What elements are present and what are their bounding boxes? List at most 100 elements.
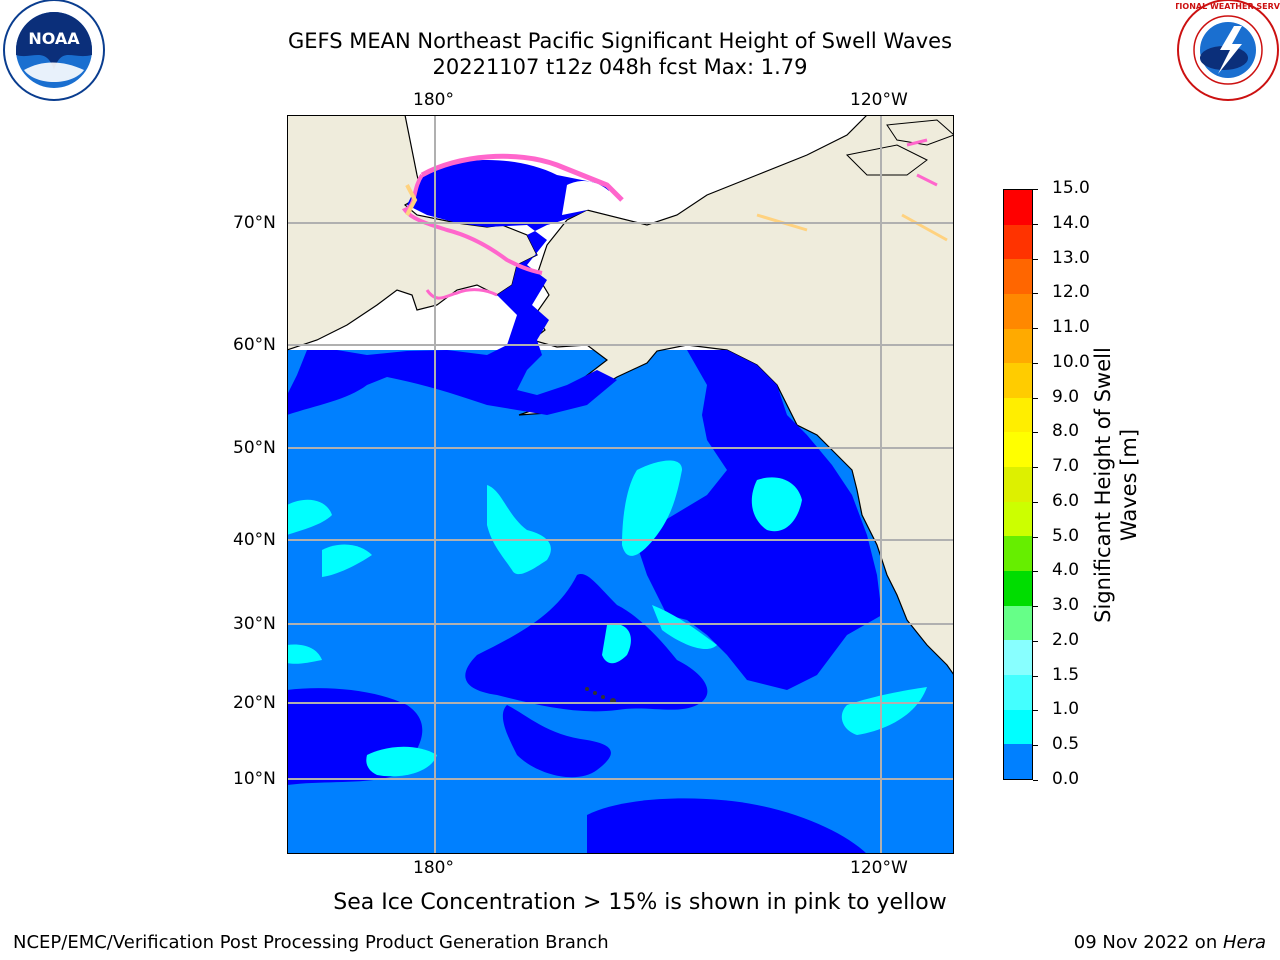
- sea-ice-caption: Sea Ice Concentration > 15% is shown in …: [333, 890, 947, 915]
- colorbar-tick: [1033, 710, 1038, 712]
- colorbar-tick-label: 14.0: [1052, 212, 1090, 233]
- ocean-swell-patch-4: [287, 499, 332, 535]
- colorbar-tick-label: 5.0: [1052, 525, 1080, 546]
- colorbar-segment: [1004, 467, 1032, 502]
- colorbar-segment: [1004, 190, 1032, 225]
- lon-label-bottom-120w: 120°W: [850, 858, 908, 878]
- colorbar-tick: [1033, 362, 1038, 364]
- colorbar-segment: [1004, 328, 1032, 364]
- ocean-shallow-south: [587, 798, 867, 854]
- land-island-2: [886, 119, 954, 146]
- ice-edge-yellow: [405, 184, 418, 216]
- lat-label-60n: 60°N: [233, 335, 276, 355]
- ocean-swell-patch-10: [287, 644, 322, 664]
- colorbar-title-line-2: Waves [m]: [1117, 428, 1141, 542]
- colorbar-tick-label: 8.0: [1052, 421, 1080, 442]
- colorbar-tick-label: 2.0: [1052, 629, 1080, 650]
- colorbar-segment: [1004, 501, 1032, 537]
- lat-label-70n: 70°N: [233, 213, 276, 233]
- colorbar: [1003, 189, 1033, 780]
- colorbar-segment: [1004, 536, 1032, 572]
- colorbar-tick: [1033, 293, 1038, 295]
- colorbar-segment: [1004, 363, 1032, 398]
- lon-label-top-120w: 120°W: [850, 90, 908, 110]
- ocean-swell-patch-2: [751, 477, 802, 532]
- colorbar-tick: [1033, 501, 1038, 503]
- map-panel: [287, 115, 954, 854]
- land-island-1: [845, 144, 928, 176]
- colorbar-tick: [1033, 571, 1038, 573]
- title-line-2: 20221107 t12z 048h fcst Max: 1.79: [432, 55, 808, 79]
- footer-right: 09 Nov 2022 on Hera: [1074, 932, 1266, 953]
- colorbar-tick: [1033, 189, 1038, 190]
- colorbar-segment: [1004, 744, 1032, 779]
- ocean-swell-patch-9: [366, 746, 437, 777]
- colorbar-tick-label: 7.0: [1052, 456, 1080, 477]
- lat-label-40n: 40°N: [233, 530, 276, 550]
- ocean-swell-patch-5: [322, 544, 372, 577]
- nws-logo: NATIONAL WEATHER SERVICE: [1162, 0, 1280, 104]
- footer-host: Hera: [1222, 932, 1266, 953]
- colorbar-tick: [1033, 745, 1038, 747]
- colorbar-segment: [1004, 259, 1032, 294]
- colorbar-segment: [1004, 571, 1032, 606]
- map-grid: [287, 115, 954, 854]
- colorbar-tick-label: 1.5: [1052, 664, 1080, 685]
- ocean-shallow-hawaii: [502, 705, 611, 778]
- colorbar-tick-label: 15.0: [1052, 178, 1090, 198]
- colorbar-tick-label: 13.0: [1052, 247, 1090, 268]
- colorbar-title-line-1: Significant Height of Swell: [1091, 347, 1115, 623]
- colorbar-tick: [1033, 536, 1038, 538]
- colorbar-labels: 15.0 14.0 13.0 12.0 11.0 10.0 9.0 8.0 7.0 6.0 5.0 4…: [1033, 178, 1100, 790]
- ice-edge-islands: [906, 138, 938, 187]
- colorbar-tick-label: 0.5: [1052, 734, 1080, 755]
- colorbar-tick-label: 3.0: [1052, 595, 1080, 616]
- ice-edge-north: [420, 153, 624, 202]
- colorbar-tick: [1033, 640, 1038, 642]
- lat-label-50n: 50°N: [233, 438, 276, 458]
- colorbar-tick: [1033, 780, 1038, 781]
- ocean-shallow-central: [465, 574, 708, 712]
- colorbar-tick: [1033, 328, 1038, 330]
- ocean-swell-patch-3: [487, 485, 551, 575]
- colorbar-segment: [1004, 432, 1032, 468]
- colorbar-tick-label: 0.0: [1052, 769, 1080, 789]
- footer-date: 09 Nov 2022 on: [1073, 932, 1223, 953]
- noaa-logo: NOAA: [2, 0, 106, 104]
- ocean-swell-patch-8: [841, 687, 927, 735]
- colorbar-tick-label: 1.0: [1052, 699, 1080, 720]
- ocean-swell-patch-6: [602, 624, 631, 664]
- footer-left: NCEP/EMC/Verification Post Processing Pr…: [13, 932, 609, 953]
- ocean-swell-patch-7: [652, 605, 717, 650]
- title-line-1: GEFS MEAN Northeast Pacific Significant …: [287, 29, 953, 53]
- colorbar-tick-label: 11.0: [1052, 317, 1090, 338]
- colorbar-tick: [1033, 606, 1038, 608]
- colorbar-tick: [1033, 397, 1038, 399]
- lon-label-bottom-180: 180°: [413, 858, 454, 878]
- colorbar-tick: [1033, 675, 1038, 677]
- colorbar-segment: [1004, 293, 1032, 329]
- nws-logo-text: NATIONAL WEATHER SERVICE: [1176, 2, 1280, 11]
- colorbar-segment: [1004, 224, 1032, 260]
- lat-label-20n: 20°N: [233, 693, 276, 713]
- colorbar-tick: [1033, 258, 1038, 260]
- colorbar-tick: [1033, 223, 1038, 225]
- colorbar-tick-label: 6.0: [1052, 490, 1080, 511]
- lat-label-10n: 10°N: [233, 769, 276, 789]
- ocean-swell-patch-1: [622, 460, 682, 556]
- colorbar-tick-label: 4.0: [1052, 560, 1080, 581]
- colorbar-title: Significant Height of Swell Waves [m]: [1090, 325, 1142, 645]
- lat-label-30n: 30°N: [233, 614, 276, 634]
- noaa-logo-text: NOAA: [28, 29, 80, 48]
- colorbar-segment: [1004, 605, 1032, 641]
- colorbar-segment: [1004, 397, 1032, 433]
- colorbar-tick: [1033, 432, 1038, 434]
- colorbar-segment: [1004, 674, 1032, 710]
- colorbar-tick: [1033, 467, 1038, 469]
- lon-label-top-180: 180°: [413, 90, 454, 110]
- colorbar-segment: [1004, 640, 1032, 675]
- colorbar-segment: [1004, 709, 1032, 745]
- colorbar-tick-label: 9.0: [1052, 386, 1080, 407]
- colorbar-tick-label: 10.0: [1052, 351, 1090, 372]
- ice-white-region: [562, 180, 617, 215]
